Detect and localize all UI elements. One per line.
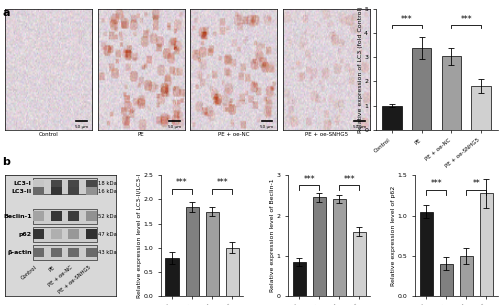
Text: 47 kDa: 47 kDa: [98, 231, 117, 237]
Bar: [226, 248, 239, 296]
Y-axis label: Relative expression level of Beclin-1: Relative expression level of Beclin-1: [270, 179, 275, 292]
Text: 52 kDa: 52 kDa: [98, 214, 117, 219]
Text: ***: ***: [401, 15, 412, 23]
Text: 50 μm: 50 μm: [75, 125, 88, 129]
Bar: [68, 180, 80, 187]
Text: **: **: [472, 179, 480, 188]
Bar: [480, 193, 493, 296]
Bar: [86, 248, 98, 257]
Bar: [33, 229, 44, 239]
Bar: [33, 227, 98, 242]
Text: ***: ***: [344, 175, 355, 184]
X-axis label: PE: PE: [138, 132, 144, 137]
Bar: [312, 197, 326, 296]
Text: ***: ***: [216, 178, 228, 188]
Text: ***: ***: [460, 15, 472, 23]
Y-axis label: Relative expression of LC3 (fold Control): Relative expression of LC3 (fold Control…: [358, 6, 362, 133]
Bar: [382, 106, 402, 130]
Bar: [33, 245, 98, 260]
Bar: [86, 211, 98, 221]
Bar: [166, 258, 178, 296]
Bar: [442, 56, 461, 130]
Bar: [33, 180, 44, 187]
Text: 43 kDa: 43 kDa: [98, 250, 117, 255]
Bar: [412, 48, 432, 130]
Y-axis label: Relative expression level of p62: Relative expression level of p62: [392, 185, 396, 286]
Bar: [50, 248, 62, 257]
Text: 50 μm: 50 μm: [260, 125, 274, 129]
Text: 50 μm: 50 μm: [353, 125, 366, 129]
Text: ***: ***: [430, 179, 442, 188]
Bar: [460, 256, 473, 296]
Text: Beclin-1: Beclin-1: [3, 214, 32, 219]
Bar: [353, 231, 366, 296]
Bar: [50, 229, 62, 239]
Bar: [206, 212, 218, 296]
Text: PE: PE: [48, 264, 56, 272]
Bar: [33, 211, 44, 221]
Bar: [33, 178, 98, 194]
Bar: [50, 188, 62, 195]
Text: 18 kDa: 18 kDa: [98, 181, 117, 186]
Bar: [86, 229, 98, 239]
Text: 50 μm: 50 μm: [168, 125, 181, 129]
Bar: [50, 211, 62, 221]
Text: p62: p62: [18, 231, 32, 237]
Text: a: a: [2, 8, 10, 18]
Bar: [33, 248, 44, 257]
Text: LC3-I: LC3-I: [14, 181, 32, 186]
Bar: [68, 229, 80, 239]
Bar: [68, 248, 80, 257]
Bar: [50, 180, 62, 187]
Bar: [186, 207, 198, 296]
Bar: [68, 188, 80, 195]
Text: ***: ***: [304, 175, 315, 184]
Bar: [420, 212, 432, 296]
Bar: [472, 86, 491, 130]
Bar: [440, 264, 453, 296]
Text: PE + oe-NC: PE + oe-NC: [48, 264, 74, 288]
Text: ***: ***: [176, 178, 188, 188]
Bar: [292, 262, 306, 296]
Text: b: b: [2, 157, 10, 167]
Bar: [86, 188, 98, 195]
Text: PE + oe-SNHG5: PE + oe-SNHG5: [57, 264, 92, 295]
Text: LC3-II: LC3-II: [12, 188, 32, 194]
Bar: [68, 211, 80, 221]
X-axis label: PE + oe-SNHG5: PE + oe-SNHG5: [305, 132, 348, 137]
Bar: [86, 180, 98, 187]
Bar: [33, 188, 44, 195]
Text: 16 kDa: 16 kDa: [98, 188, 117, 194]
Text: β-actin: β-actin: [7, 250, 32, 255]
Bar: [33, 209, 98, 224]
X-axis label: PE + oe-NC: PE + oe-NC: [218, 132, 250, 137]
X-axis label: Control: Control: [38, 132, 58, 137]
Bar: [332, 199, 346, 296]
Y-axis label: Relative expression level of LC3-II/LC3-I: Relative expression level of LC3-II/LC3-…: [137, 174, 142, 298]
Text: Control: Control: [20, 264, 38, 281]
